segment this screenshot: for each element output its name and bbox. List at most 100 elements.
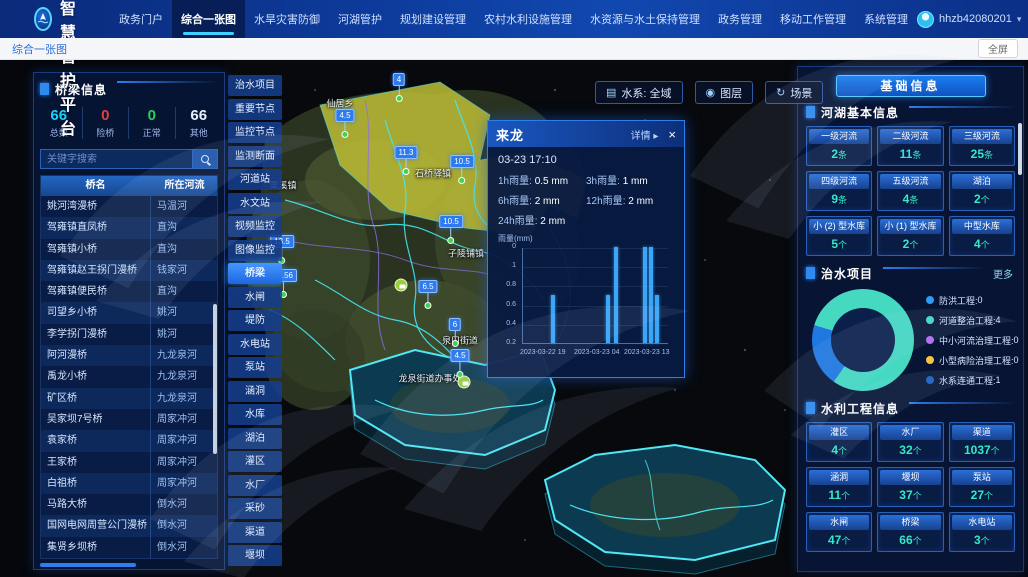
table-row[interactable]: 阿河漫桥 九龙泉河 xyxy=(41,345,217,367)
info-card[interactable]: 堰坝 37个 xyxy=(877,467,944,507)
table-row[interactable]: 袁家桥 周家冲河 xyxy=(41,430,217,452)
map-control-button[interactable]: ▤ 水系: 全域 xyxy=(595,81,683,104)
table-row[interactable]: 姚河湾漫桥 马温河 xyxy=(41,196,217,218)
table-row[interactable]: 驾雍镇直凤桥 直沟 xyxy=(41,217,217,239)
table-row[interactable]: 矿区桥 九龙泉河 xyxy=(41,387,217,409)
station-pin[interactable]: 6.5 xyxy=(418,280,438,309)
rain-bar[interactable] xyxy=(655,295,659,343)
rain-bar[interactable] xyxy=(649,247,653,343)
layer-menu-item[interactable]: 河道站 xyxy=(228,169,282,190)
rain-bar[interactable] xyxy=(551,295,555,343)
layer-menu-item[interactable]: 灌区 xyxy=(228,451,282,472)
layer-menu-item[interactable]: 水厂 xyxy=(228,474,282,496)
station-pin[interactable]: 4.5 xyxy=(335,109,355,138)
rain-bar[interactable] xyxy=(614,247,618,343)
table-row[interactable]: 司望乡小桥 姚河 xyxy=(41,302,217,324)
table-row[interactable]: 驾雍镇小桥 直沟 xyxy=(41,238,217,260)
layer-menu-item[interactable]: 监控节点 xyxy=(228,122,282,143)
info-card[interactable]: 水电站 3个 xyxy=(948,512,1015,552)
card-unit: 个 xyxy=(841,536,851,546)
info-card[interactable]: 渠道 1037个 xyxy=(948,422,1015,462)
station-pin[interactable]: 11.3 xyxy=(394,146,418,175)
table-row[interactable]: 驾雍镇便民桥 直沟 xyxy=(41,281,217,303)
table-row[interactable]: 驾雍镇赵王拐门漫桥 钱家河 xyxy=(41,259,217,282)
table-row[interactable]: 禹龙小桥 九龙泉河 xyxy=(41,366,217,388)
layer-menu-item[interactable]: 桥梁 xyxy=(228,263,282,284)
nav-tab[interactable]: 政务管理 xyxy=(718,14,763,26)
layer-menu-item[interactable]: 监测断面 xyxy=(228,145,282,167)
map-control-button[interactable]: ◉ 图层 xyxy=(694,81,754,104)
table-row[interactable]: 白祖桥 周家冲河 xyxy=(41,472,217,495)
info-card[interactable]: 水厂 32个 xyxy=(877,422,944,462)
rain-bar[interactable] xyxy=(643,247,647,343)
layer-menu-item[interactable]: 堤防 xyxy=(228,310,282,331)
layer-menu-item[interactable]: 水闸 xyxy=(228,286,282,308)
station-pin[interactable]: 4.5 xyxy=(450,349,470,378)
right-panel-scrollbar[interactable] xyxy=(1018,123,1022,175)
search-input[interactable] xyxy=(40,149,192,169)
info-card[interactable]: 泵站 27个 xyxy=(948,467,1015,507)
nav-tab[interactable]: 政务门户 xyxy=(119,14,164,26)
table-row[interactable]: 吴家坝7号桥 周家冲河 xyxy=(41,408,217,431)
info-card[interactable]: 湖泊 2个 xyxy=(948,171,1015,211)
camera-marker-icon[interactable] xyxy=(457,375,471,389)
info-card[interactable]: 四级河流 9条 xyxy=(806,171,873,211)
table-row[interactable]: 国网电网周营公门漫桥 倒水河 xyxy=(41,515,217,537)
station-pin[interactable]: 10.5 xyxy=(439,215,463,244)
layer-menu-item[interactable]: 湖泊 xyxy=(228,427,282,449)
layer-menu-item[interactable]: 视频监控 xyxy=(228,216,282,237)
table-scrollbar[interactable] xyxy=(213,304,217,454)
layer-menu-item[interactable]: 水电站 xyxy=(228,333,282,355)
layer-menu-item[interactable]: 渠道 xyxy=(228,521,282,543)
layer-menu-item[interactable]: 重要节点 xyxy=(228,98,282,120)
more-link[interactable]: 更多 xyxy=(993,269,1013,281)
camera-marker-icon[interactable] xyxy=(394,278,408,292)
popup-detail-link[interactable]: 详情 ▸ xyxy=(630,130,659,142)
nav-tab[interactable]: 水资源与水土保持管理 xyxy=(590,14,701,26)
station-pin[interactable]: 6 xyxy=(448,318,462,347)
map-control-button[interactable]: ↻ 场景 xyxy=(765,81,824,104)
rain-bar[interactable] xyxy=(606,295,610,343)
station-pin[interactable]: 4 xyxy=(392,73,406,102)
nav-tab[interactable]: 规划建设管理 xyxy=(400,14,467,26)
info-card[interactable]: 桥梁 66个 xyxy=(877,512,944,552)
layer-menu-item[interactable]: 水文站 xyxy=(228,192,282,214)
layer-menu-item[interactable]: 水库 xyxy=(228,404,282,425)
breadcrumb[interactable]: 综合一张图 xyxy=(12,43,67,56)
nav-tab[interactable]: 综合一张图 xyxy=(172,0,246,38)
nav-tab[interactable]: 农村水利设施管理 xyxy=(484,14,573,26)
layer-menu-item[interactable]: 涵洞 xyxy=(228,380,282,402)
user-menu[interactable]: hhzb42080201 ▾ xyxy=(917,10,1021,28)
info-card[interactable]: 中型水库 4个 xyxy=(948,216,1015,256)
layer-menu-item[interactable]: 采砂 xyxy=(228,498,282,519)
info-card[interactable]: 小 (1) 型水库 2个 xyxy=(877,216,944,256)
nav-tab[interactable]: 移动工作管理 xyxy=(780,14,847,26)
info-card[interactable]: 小 (2) 型水库 5个 xyxy=(806,216,873,256)
nav-tab[interactable]: 水旱灾害防御 xyxy=(254,14,321,26)
nav-tab[interactable]: 河湖管护 xyxy=(338,14,383,26)
info-card[interactable]: 三级河流 25条 xyxy=(948,126,1015,166)
table-row[interactable]: 王家桥 周家冲河 xyxy=(41,451,217,473)
nav-tab[interactable]: 系统管理 xyxy=(864,14,909,26)
layer-menu-item[interactable]: 图像监控 xyxy=(228,239,282,261)
pin-dot xyxy=(458,177,466,184)
info-card[interactable]: 五级河流 4条 xyxy=(877,171,944,211)
layer-menu-item[interactable]: 治水项目 xyxy=(228,75,282,96)
table-row[interactable]: 马路大桥 倒水河 xyxy=(41,494,217,516)
info-card[interactable]: 涵洞 11个 xyxy=(806,467,873,507)
layer-menu-item[interactable]: 堰坝 xyxy=(228,545,282,566)
station-pin[interactable]: 10.5 xyxy=(450,155,474,184)
info-card[interactable]: 一级河流 2条 xyxy=(806,126,873,166)
fullscreen-button[interactable]: 全屏 xyxy=(978,39,1018,58)
table-h-scrollbar[interactable] xyxy=(40,563,136,567)
basic-info-button[interactable]: 基础信息 xyxy=(835,75,986,97)
close-icon[interactable]: × xyxy=(668,126,676,142)
table-row[interactable]: 集贤乡坝桥 倒水河 xyxy=(41,536,217,558)
info-card[interactable]: 水闸 47个 xyxy=(806,512,873,552)
search-button[interactable] xyxy=(192,149,218,169)
info-card[interactable]: 二级河流 11条 xyxy=(877,126,944,166)
layer-menu-item[interactable]: 泵站 xyxy=(228,357,282,378)
table-row[interactable]: 湖泊5号漫水桥 倒水河 xyxy=(41,558,217,559)
info-card[interactable]: 灌区 4个 xyxy=(806,422,873,462)
table-row[interactable]: 李学拐门漫桥 姚河 xyxy=(41,323,217,346)
